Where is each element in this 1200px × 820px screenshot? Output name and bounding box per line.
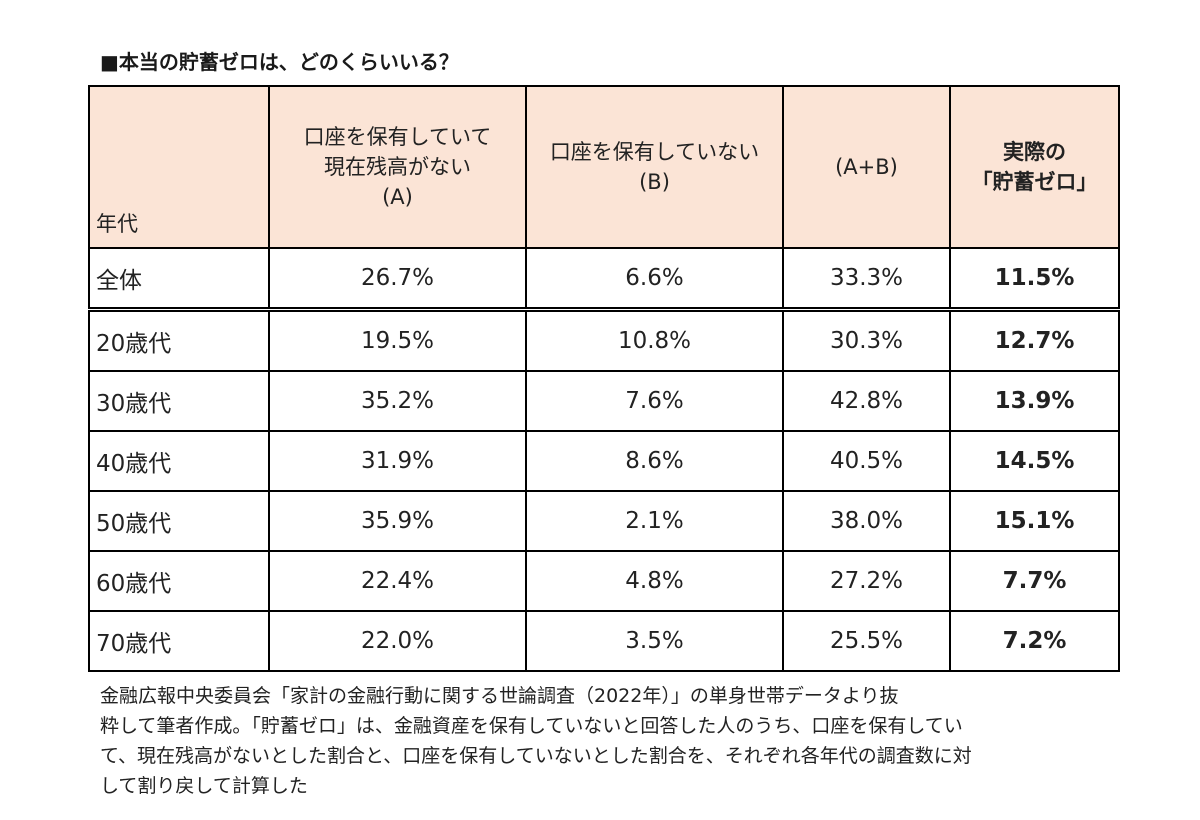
table-row: 20歳代 19.5% 10.8% 30.3% 12.7% — [88, 308, 1120, 372]
age-cell: 30歳代 — [88, 370, 270, 432]
value-ab-cell: 30.3% — [782, 308, 951, 372]
value-a-cell: 22.0% — [268, 610, 527, 672]
value-a-cell: 31.9% — [268, 430, 527, 492]
age-cell: 60歳代 — [88, 550, 270, 612]
column-a-header-line: (A) — [382, 185, 413, 209]
value-b-cell: 6.6% — [525, 247, 784, 312]
value-a-cell: 35.2% — [268, 370, 527, 432]
age-cell: 70歳代 — [88, 610, 270, 672]
value-real-cell: 12.7% — [949, 308, 1120, 372]
value-ab-cell: 33.3% — [782, 247, 951, 312]
column-real-header-line: 「貯蓄ゼロ」 — [971, 170, 1098, 194]
column-ab-header: (A+B) — [782, 85, 951, 249]
note-line: て、現在残高がないとした割合と、口座を保有していないとした割合を、それぞれ各年代… — [100, 745, 972, 767]
header-row: 年代 口座を保有していて 現在残高がない (A) 口座を保有していない (B) … — [88, 85, 1120, 249]
note-line: 粋して筆者作成。「貯蓄ゼロ」は、金融資産を保有していないと回答した人のうち、口座… — [100, 715, 963, 737]
column-a-header-line: 口座を保有していて — [303, 125, 492, 149]
column-real-header-line: 実際の — [1003, 140, 1066, 164]
age-cell: 20歳代 — [88, 308, 270, 372]
table-row: 全体 26.7% 6.6% 33.3% 11.5% — [88, 247, 1120, 312]
value-real-cell: 7.2% — [949, 610, 1120, 672]
value-b-cell: 10.8% — [525, 308, 784, 372]
value-b-cell: 4.8% — [525, 550, 784, 612]
age-header-label: 年代 — [96, 212, 138, 236]
value-ab-cell: 38.0% — [782, 490, 951, 552]
value-a-cell: 22.4% — [268, 550, 527, 612]
age-cell: 40歳代 — [88, 430, 270, 492]
value-b-cell: 7.6% — [525, 370, 784, 432]
column-real-header: 実際の 「貯蓄ゼロ」 — [949, 85, 1120, 249]
column-b-header: 口座を保有していない (B) — [525, 85, 784, 249]
value-a-cell: 26.7% — [268, 247, 527, 312]
table-row: 50歳代 35.9% 2.1% 38.0% 15.1% — [88, 490, 1120, 552]
value-ab-cell: 25.5% — [782, 610, 951, 672]
value-b-cell: 2.1% — [525, 490, 784, 552]
note-line: して割り戻して計算した — [100, 775, 308, 797]
column-a-header-line: 現在残高がない — [324, 155, 471, 179]
value-a-cell: 19.5% — [268, 308, 527, 372]
column-b-header-line: 口座を保有していない — [549, 140, 760, 164]
value-b-cell: 8.6% — [525, 430, 784, 492]
value-real-cell: 7.7% — [949, 550, 1120, 612]
table-row: 60歳代 22.4% 4.8% 27.2% 7.7% — [88, 550, 1120, 612]
value-ab-cell: 42.8% — [782, 370, 951, 432]
value-real-cell: 13.9% — [949, 370, 1120, 432]
value-a-cell: 35.9% — [268, 490, 527, 552]
value-real-cell: 14.5% — [949, 430, 1120, 492]
savings-table: 年代 口座を保有していて 現在残高がない (A) 口座を保有していない (B) … — [88, 85, 1120, 672]
column-b-header-line: (B) — [639, 170, 670, 194]
value-real-cell: 15.1% — [949, 490, 1120, 552]
table-row: 30歳代 35.2% 7.6% 42.8% 13.9% — [88, 370, 1120, 432]
value-b-cell: 3.5% — [525, 610, 784, 672]
column-a-header: 口座を保有していて 現在残高がない (A) — [268, 85, 527, 249]
note-line: 金融広報中央委員会「家計の金融行動に関する世論調査（2022年）」の単身世帯デー… — [100, 685, 899, 707]
value-ab-cell: 40.5% — [782, 430, 951, 492]
table-row: 40歳代 31.9% 8.6% 40.5% 14.5% — [88, 430, 1120, 492]
page-title: ■本当の貯蓄ゼロは、どのくらいいる？ — [100, 50, 459, 74]
age-cell: 50歳代 — [88, 490, 270, 552]
source-note: 金融広報中央委員会「家計の金融行動に関する世論調査（2022年）」の単身世帯デー… — [100, 681, 1120, 801]
value-ab-cell: 27.2% — [782, 550, 951, 612]
table-row: 70歳代 22.0% 3.5% 25.5% 7.2% — [88, 610, 1120, 672]
age-cell: 全体 — [88, 247, 270, 312]
value-real-cell: 11.5% — [949, 247, 1120, 312]
column-ab-header-label: (A+B) — [835, 155, 898, 179]
age-column-header: 年代 — [88, 85, 270, 249]
